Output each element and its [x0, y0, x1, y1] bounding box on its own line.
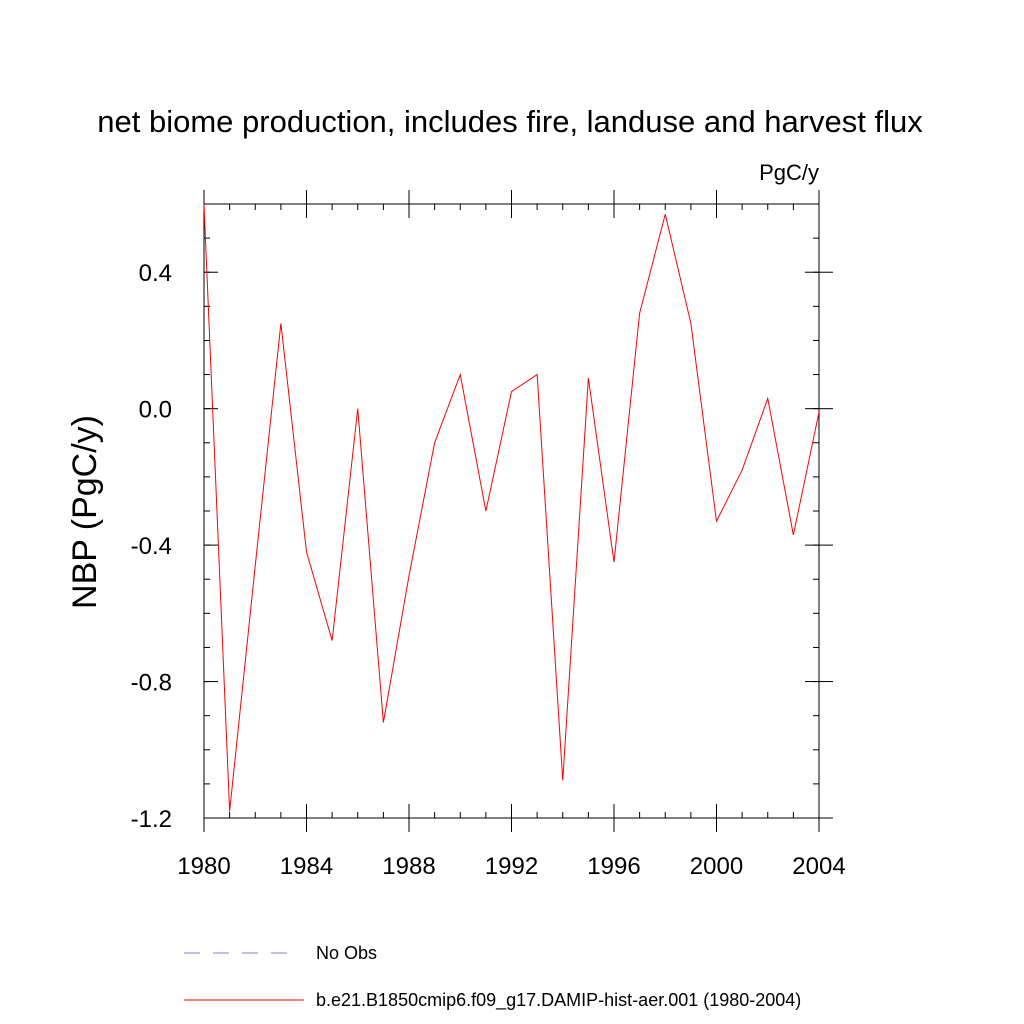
x-tick-label: 1980	[177, 853, 230, 880]
chart-title: net biome production, includes fire, lan…	[97, 104, 923, 139]
y-tick-label: 0.4	[139, 260, 172, 287]
series-line	[203, 203, 820, 812]
y-tick-label: -1.2	[131, 806, 172, 833]
x-tick-label: 1996	[587, 853, 640, 880]
legend: No Obs b.e21.B1850cmip6.f09_g17.DAMIP-hi…	[184, 943, 801, 1011]
units-label: PgC/y	[759, 160, 819, 185]
x-tick-label: 1984	[280, 853, 333, 880]
plot-frame	[203, 203, 820, 819]
series-layer	[203, 203, 820, 812]
legend-label-no-obs: No Obs	[316, 943, 377, 963]
x-tick-label: 1992	[485, 853, 538, 880]
y-tick-label: -0.8	[131, 670, 172, 697]
axis-ticks	[203, 190, 833, 832]
y-tick-label: 0.0	[139, 397, 172, 424]
tick-labels: 1980 1984 1988 1992 1996 2000 2004 -1.2 -0.8 -0.4…	[131, 260, 846, 880]
y-tick-label: -0.4	[131, 533, 172, 560]
x-tick-label: 2004	[792, 853, 845, 880]
x-tick-label: 2000	[690, 853, 743, 880]
x-tick-label: 1988	[382, 853, 435, 880]
legend-label-model: b.e21.B1850cmip6.f09_g17.DAMIP-hist-aer.…	[316, 990, 801, 1011]
y-axis-label: NBP (PgC/y)	[66, 415, 104, 609]
